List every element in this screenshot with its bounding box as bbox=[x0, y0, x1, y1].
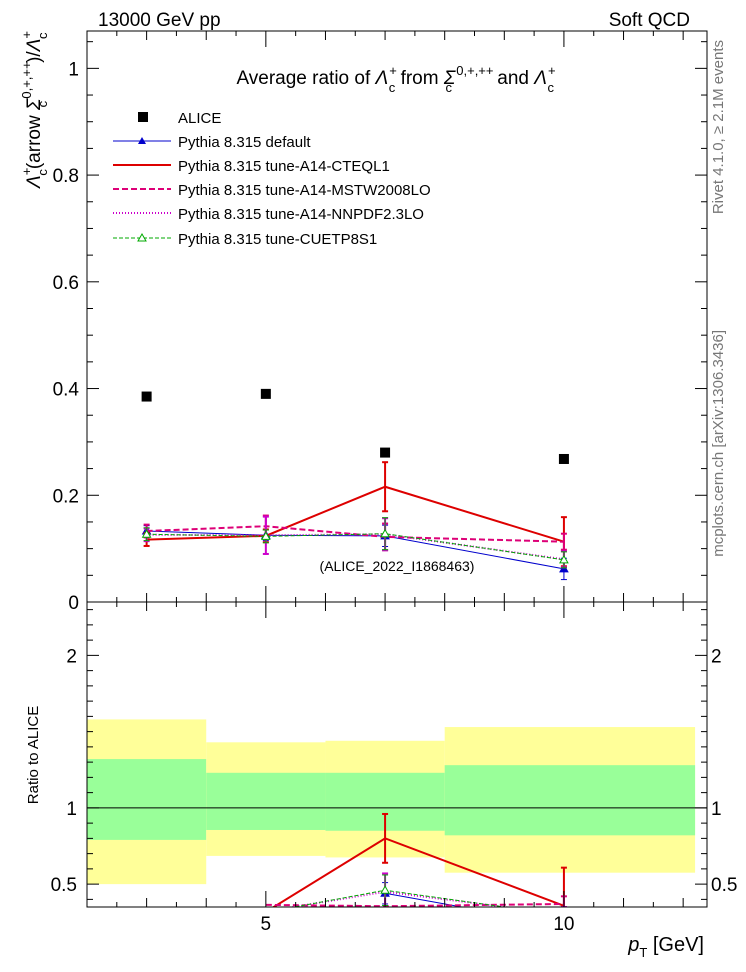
title-part-b: from bbox=[395, 68, 444, 89]
xlabel-unit: [GeV] bbox=[647, 934, 704, 956]
ylabel-lambda-2: Λ bbox=[24, 39, 45, 53]
ratio-band-inner bbox=[444, 765, 696, 836]
legend-cteql1-label: Pythia 8.315 tune-A14-CTEQL1 bbox=[178, 158, 390, 175]
ratio-y-label: Ratio to ALICE bbox=[25, 706, 42, 804]
ylabel-lambda-sub: c bbox=[35, 169, 50, 176]
series-line-mstw bbox=[146, 525, 564, 543]
ratio-bands bbox=[87, 719, 696, 885]
title-sigma: Σ bbox=[443, 68, 456, 89]
y-tick-label: 0.4 bbox=[53, 380, 80, 401]
y-tick-label: 0 bbox=[68, 593, 79, 614]
title-part-c: and bbox=[492, 68, 534, 89]
ylabel-lambda-2-sub: c bbox=[35, 32, 50, 39]
ylabel-sigma-sub: c bbox=[35, 100, 50, 107]
title-lambda-2: Λ bbox=[533, 68, 547, 89]
legend-alice-label: ALICE bbox=[178, 110, 221, 127]
legend-alice-marker bbox=[138, 112, 148, 122]
series-line-default bbox=[384, 892, 465, 907]
ylabel-sigma: Σ bbox=[24, 98, 45, 111]
marker-cuetp bbox=[380, 528, 390, 538]
alice-markers bbox=[141, 388, 569, 464]
legend: ALICE Pythia 8.315 default Pythia 8.315 … bbox=[113, 110, 431, 248]
main-series bbox=[141, 461, 569, 581]
alice-point bbox=[558, 453, 569, 464]
main-y-label: Λ+c(arrow Σ0,+,++c)/Λ+c bbox=[19, 31, 50, 189]
x-tick-label: 10 bbox=[553, 914, 574, 935]
ratio-plot-frame bbox=[86, 601, 708, 908]
title-lambda-1: Λ bbox=[375, 68, 389, 89]
series-line-cteql1 bbox=[146, 485, 565, 543]
series-line-default bbox=[146, 530, 565, 570]
legend-item-default: Pythia 8.315 default bbox=[113, 134, 311, 151]
legend-cuetp-label: Pythia 8.315 tune-CUETP8S1 bbox=[178, 231, 377, 248]
y-tick-label: 0.8 bbox=[53, 166, 79, 187]
main-y-axis: 0 0.2 0.4 0.6 0.8 1 bbox=[53, 41, 707, 614]
legend-item-cuetp: Pythia 8.315 tune-CUETP8S1 bbox=[113, 231, 377, 248]
legend-cuetp-marker bbox=[137, 232, 147, 242]
ratio-y-tick-label-right: 2 bbox=[711, 646, 722, 667]
ratio-y-tick-label: 0.5 bbox=[51, 875, 77, 896]
legend-item-alice: ALICE bbox=[138, 110, 221, 127]
title-lambda-2-sub: c bbox=[548, 80, 555, 95]
main-plot-panel: 0 0.2 0.4 0.6 0.8 1 (ALICE_2022_I1868463) Ave… bbox=[19, 30, 708, 614]
legend-nnpdf-label: Pythia 8.315 tune-A14-NNPDF2.3LO bbox=[178, 206, 424, 223]
title-lambda-1-sup: + bbox=[389, 63, 397, 78]
watermark: (ALICE_2022_I1868463) bbox=[320, 558, 475, 574]
ratio-band-inner bbox=[87, 759, 207, 840]
ratio-y-tick-label-right: 1 bbox=[711, 799, 722, 820]
y-tick-label: 0.2 bbox=[53, 486, 79, 507]
legend-default-label: Pythia 8.315 default bbox=[178, 134, 311, 151]
rivet-label: Rivet 4.1.0, ≥ 2.1M events bbox=[710, 40, 727, 214]
alice-point bbox=[260, 388, 271, 399]
y-tick-label: 1 bbox=[68, 59, 79, 80]
marker-cuetp bbox=[141, 529, 152, 538]
legend-item-nnpdf: Pythia 8.315 tune-A14-NNPDF2.3LO bbox=[113, 206, 424, 223]
alice-point bbox=[141, 391, 152, 402]
title-sigma-sup: 0,+,++ bbox=[456, 63, 493, 78]
y-tick-label: 0.6 bbox=[53, 273, 79, 294]
title-part-a: Average ratio of bbox=[236, 68, 375, 89]
x-axis-label: pT [GeV] bbox=[627, 934, 704, 960]
header-right: Soft QCD bbox=[609, 10, 690, 31]
main-x-axis bbox=[86, 31, 684, 602]
xlabel-sub: T bbox=[639, 945, 647, 960]
header-left: 13000 GeV pp bbox=[98, 10, 221, 31]
mcplots-label: mcplots.cern.ch [arXiv:1306.3436] bbox=[710, 330, 727, 557]
ratio-x-axis: 5 10 bbox=[86, 602, 684, 935]
marker-cuetp bbox=[380, 885, 390, 894]
ratio-plot-panel: 0.5 0.5 1 1 2 2 5 10 Ratio to ALICE pT [GeV] bbox=[25, 601, 737, 960]
marker-cuetp bbox=[260, 531, 271, 540]
ylabel-lambda: Λ bbox=[24, 175, 45, 189]
legend-item-mstw: Pythia 8.315 tune-A14-MSTW2008LO bbox=[113, 182, 431, 199]
ylabel-part-b: )/ bbox=[24, 51, 45, 63]
legend-default-marker bbox=[138, 137, 146, 144]
ylabel-lambda-2-sup: + bbox=[19, 31, 34, 39]
xlabel-p: p bbox=[627, 934, 639, 956]
title-sigma-sub: c bbox=[446, 80, 453, 95]
title-lambda-2-sup: + bbox=[548, 63, 556, 78]
marker-default bbox=[559, 563, 569, 573]
marker-cuetp bbox=[559, 554, 569, 564]
ratio-band-inner bbox=[206, 772, 326, 830]
ratio-y-axis: 0.5 0.5 1 1 2 2 bbox=[51, 609, 737, 900]
alice-point bbox=[380, 447, 391, 458]
legend-mstw-label: Pythia 8.315 tune-A14-MSTW2008LO bbox=[178, 182, 431, 199]
ratio-y-tick-label-right: 0.5 bbox=[711, 875, 737, 896]
plot-title: Average ratio of Λ+ c from Σ0,+,++ c and Λ… bbox=[236, 63, 555, 95]
ratio-y-tick-label: 1 bbox=[66, 799, 77, 820]
x-tick-label: 5 bbox=[261, 914, 272, 935]
ylabel-sigma-sup: 0,+,++ bbox=[19, 61, 34, 98]
ylabel-part-a: (arrow bbox=[24, 110, 45, 169]
ratio-y-tick-label: 2 bbox=[66, 646, 77, 667]
legend-item-cteql1: Pythia 8.315 tune-A14-CTEQL1 bbox=[113, 158, 390, 175]
title-lambda-1-sub: c bbox=[389, 80, 396, 95]
ylabel-lambda-sup: + bbox=[19, 168, 34, 176]
